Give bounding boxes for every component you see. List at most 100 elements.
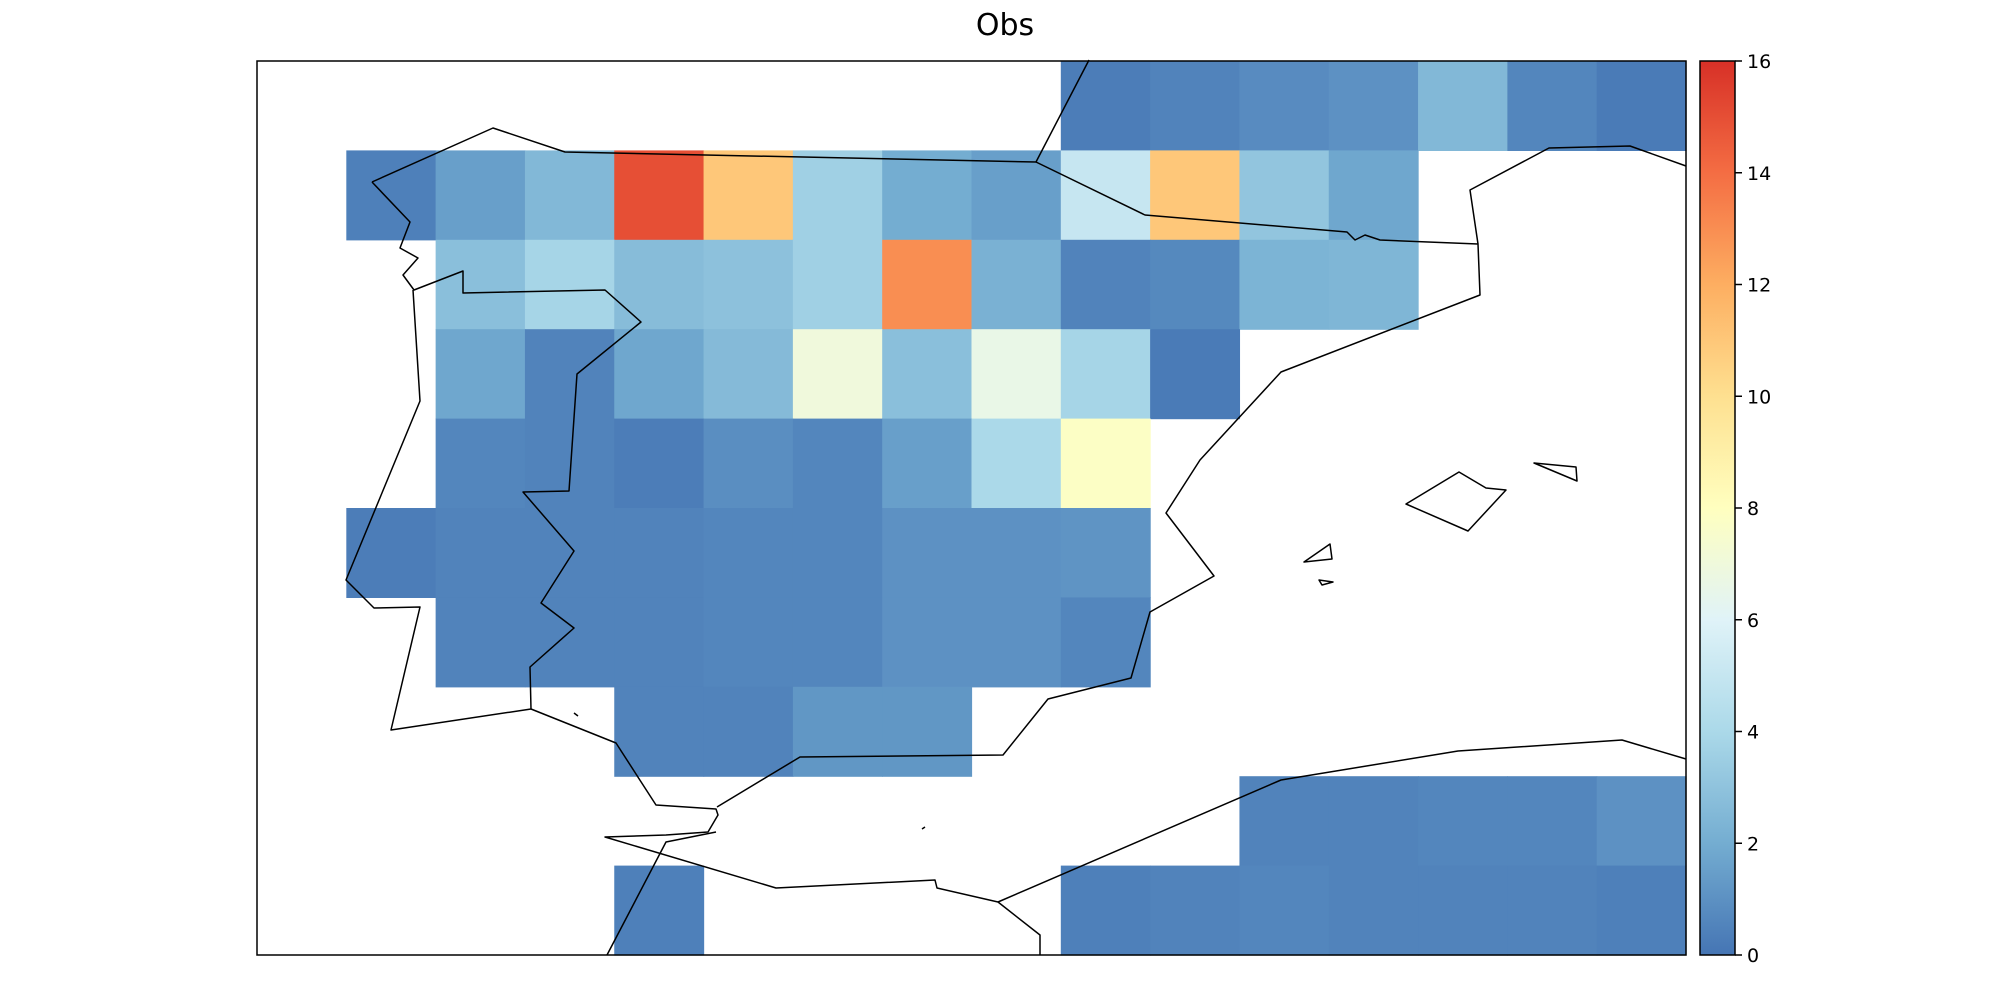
island-formentera <box>1318 579 1334 586</box>
heatmap-cell <box>524 150 615 241</box>
heatmap-cell <box>882 150 973 241</box>
heatmap-cell <box>614 508 705 598</box>
heatmap-cell <box>971 508 1062 598</box>
heatmap-cell <box>524 508 615 598</box>
heatmap-cell <box>1328 865 1419 956</box>
heatmap-cell <box>1150 239 1241 330</box>
heatmap-cell <box>435 508 526 598</box>
island-ibiza <box>1303 543 1333 563</box>
heatmap-cell <box>346 508 437 598</box>
heatmap-cell <box>614 329 705 420</box>
heatmap-cell <box>614 865 705 956</box>
heatmap-cell <box>346 150 437 241</box>
heatmap-cell <box>703 418 794 509</box>
heatmap-cell <box>703 686 794 777</box>
heatmap-cell <box>1328 776 1419 867</box>
heatmap-cell <box>1507 865 1598 956</box>
heatmap-cell <box>792 418 883 509</box>
heatmap-cell <box>1239 865 1330 956</box>
heatmap-cell <box>435 329 526 420</box>
heatmap-cell <box>792 686 883 777</box>
heatmap-cell <box>524 329 615 420</box>
heatmap-cell <box>703 508 794 598</box>
coastline-africa-north <box>997 739 1687 903</box>
coastline-biscay-france <box>716 161 1481 808</box>
heatmap-cell <box>1060 329 1151 420</box>
heatmap-cells <box>346 61 1687 956</box>
colorbar-tick-label: 8 <box>1747 498 1759 520</box>
heatmap-cell <box>1596 61 1687 151</box>
heatmap-cell <box>882 418 973 509</box>
heatmap-cell <box>1328 150 1419 241</box>
heatmap-cell <box>614 239 705 330</box>
heatmap-cell <box>792 150 883 241</box>
colorbar-tick-label: 4 <box>1747 722 1759 744</box>
coastline-portugal-west <box>345 181 642 731</box>
heatmap-cell <box>1418 776 1508 867</box>
heatmap-cell <box>1060 239 1151 330</box>
heatmap-cell <box>1239 61 1330 151</box>
heatmap-cell <box>703 597 794 688</box>
heatmap-cell <box>971 418 1062 509</box>
colorbar-tick-label: 16 <box>1747 51 1771 73</box>
island-menorca <box>1533 462 1578 482</box>
heatmap-cell <box>1150 329 1241 420</box>
heatmap-cell <box>614 418 705 509</box>
map-frame <box>256 60 1687 956</box>
heatmap-cell <box>435 150 526 241</box>
heatmap-cell <box>882 597 973 688</box>
heatmap-cell <box>614 597 705 688</box>
heatmap-cell <box>882 329 973 420</box>
colorbar-gradient <box>1699 60 1736 956</box>
heatmap-cell <box>1507 61 1598 151</box>
heatmap-cell <box>1507 776 1598 867</box>
island-alboran <box>573 712 926 830</box>
coastline-france-east <box>1469 145 1687 245</box>
island-mallorca <box>1405 471 1507 532</box>
heatmap-cell <box>524 239 615 330</box>
colorbar-tick-label: 10 <box>1747 386 1771 408</box>
heatmap-cell <box>1150 150 1241 241</box>
colorbar-tick-label: 12 <box>1747 275 1771 297</box>
heatmap-cell <box>792 329 883 420</box>
heatmap-cell <box>435 239 526 330</box>
heatmap-cell <box>971 239 1062 330</box>
heatmap-cell <box>1060 865 1151 956</box>
heatmap-cell <box>524 597 615 688</box>
heatmap-cell <box>435 418 526 509</box>
heatmap-cell <box>1239 150 1330 241</box>
heatmap-cell <box>1596 865 1687 956</box>
heatmap-cell <box>971 597 1062 688</box>
heatmap-cell <box>792 239 883 330</box>
chart-title: Obs <box>976 8 1034 43</box>
heatmap-cell <box>1060 61 1151 151</box>
heatmap-cell <box>1239 776 1330 867</box>
heatmap-cell <box>792 508 883 598</box>
heatmap-cell <box>971 329 1062 420</box>
heatmap-cell <box>1060 597 1151 688</box>
heatmap-cell <box>1328 61 1419 151</box>
coastline-south <box>530 708 1041 955</box>
colorbar: 0 2 4 6 8 10 12 14 16 <box>1699 51 1771 967</box>
heatmap-cell <box>1328 239 1419 330</box>
heatmap-cell <box>614 686 705 777</box>
heatmap-cell <box>524 418 615 509</box>
heatmap-cell <box>703 329 794 420</box>
colorbar-tick-label: 14 <box>1747 163 1771 185</box>
heatmap-cell <box>1239 239 1330 330</box>
coastline-africa <box>606 831 717 956</box>
heatmap-cell <box>882 239 973 330</box>
heatmap-cell <box>1418 61 1508 151</box>
heatmap-cell <box>882 508 973 598</box>
heatmap-cell <box>971 150 1062 241</box>
heatmap-cell <box>1060 418 1151 509</box>
colorbar-tick-label: 2 <box>1747 833 1759 855</box>
heatmap-cell <box>703 239 794 330</box>
coastline-north <box>371 59 1090 183</box>
heatmap-cell <box>1418 865 1508 956</box>
coastline-map <box>345 59 1687 956</box>
heatmap-cell <box>792 597 883 688</box>
colorbar-tick-label: 0 <box>1747 945 1759 967</box>
heatmap-cell <box>1596 776 1687 867</box>
